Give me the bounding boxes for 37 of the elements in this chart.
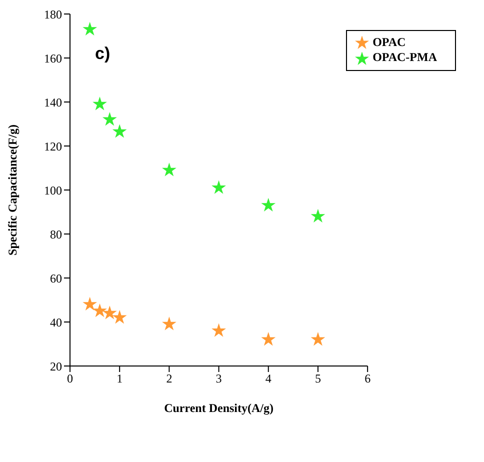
point	[310, 332, 326, 346]
x-tick-label: 2	[166, 372, 172, 386]
y-axis-title: Specific Capacitance(F/g)	[5, 124, 20, 256]
annotation: c)	[95, 44, 110, 64]
x-tick-label: 3	[216, 372, 222, 386]
point	[212, 180, 226, 194]
x-tick-label: 5	[314, 372, 321, 386]
point	[112, 124, 127, 138]
point	[82, 296, 98, 311]
point	[310, 208, 326, 223]
y-tick-label: 160	[44, 51, 62, 66]
y-tick-label: 40	[50, 315, 62, 330]
y-tick-label: 60	[50, 271, 62, 286]
point	[212, 323, 226, 337]
point	[112, 310, 127, 324]
y-tick-label: 120	[44, 139, 62, 154]
x-tick-label: 6	[364, 372, 371, 386]
point	[261, 198, 276, 212]
point	[92, 96, 107, 110]
x-tick-label: 1	[116, 372, 123, 386]
y-tick-label: 180	[44, 7, 62, 22]
point	[102, 112, 117, 126]
y-tick-label: 20	[50, 359, 62, 374]
y-tick-label: 140	[44, 95, 62, 110]
y-tick-label: 80	[50, 227, 62, 242]
y-tick-label: 100	[44, 183, 62, 198]
x-tick-label: 0	[67, 372, 73, 386]
point	[92, 303, 107, 318]
point	[82, 22, 98, 36]
point	[162, 162, 176, 176]
legend-label: OPAC	[372, 35, 406, 49]
point	[261, 332, 276, 346]
x-tick-label: 4	[265, 372, 272, 386]
point	[162, 316, 176, 330]
x-axis-title: Current Density(A/g)	[164, 401, 274, 415]
legend-label: OPAC-PMA	[372, 50, 437, 64]
point	[102, 306, 117, 320]
